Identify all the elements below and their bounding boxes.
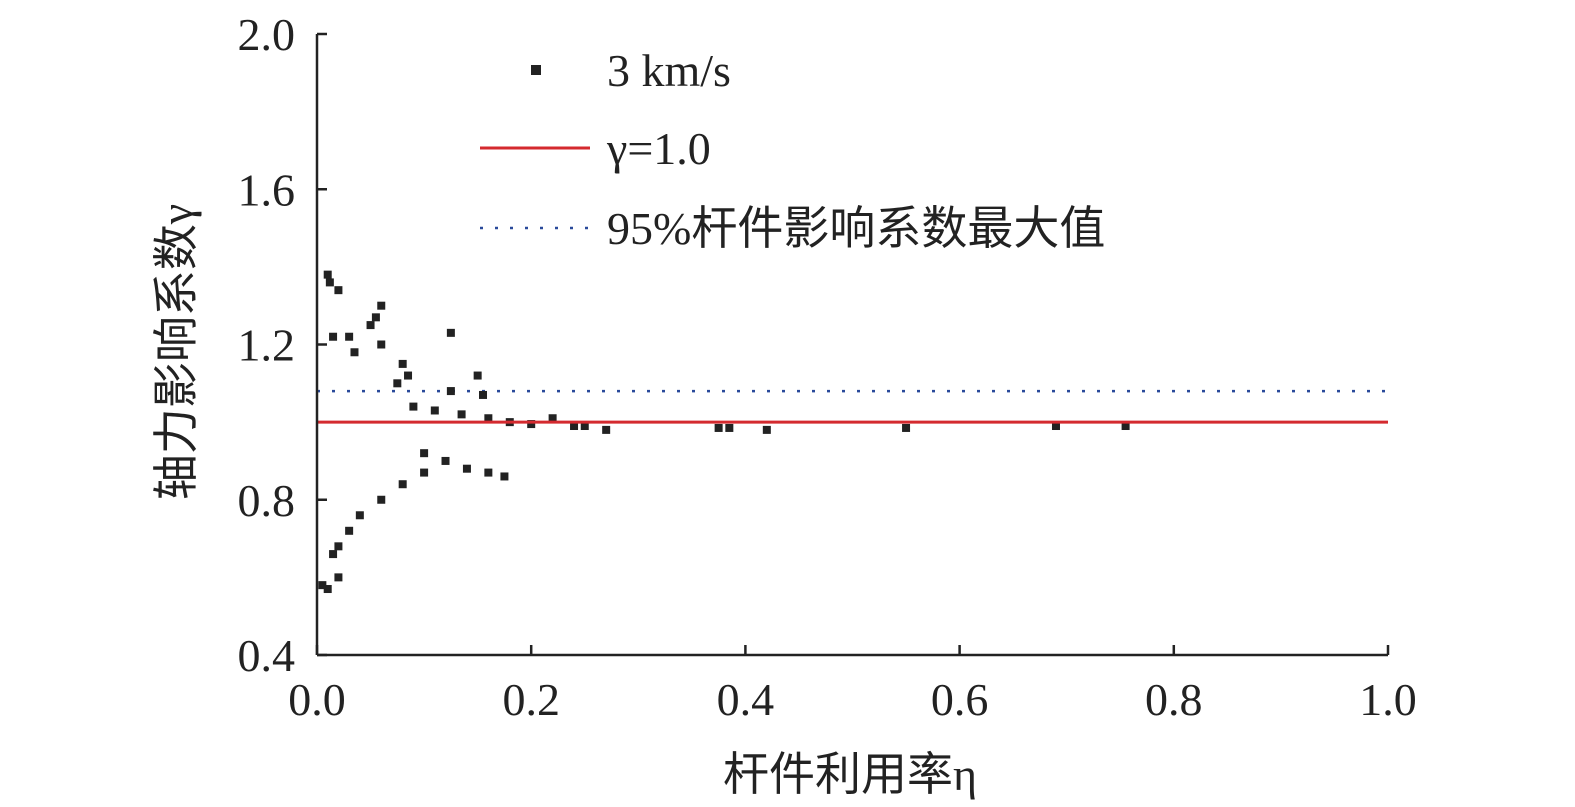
y-tick-label: 0.4 [238,630,296,681]
scatter-point [602,425,611,434]
scatter-point [404,371,413,380]
scatter-point [479,390,488,399]
y-tick-label: 0.8 [238,475,296,526]
scatter-point [345,332,354,341]
scatter-point [527,420,536,429]
scatter-point [377,301,386,310]
scatter-point [323,585,332,594]
scatter-point [1051,422,1060,431]
scatter-point [329,550,338,559]
scatter-point [409,402,418,411]
scatter-point [457,410,466,419]
scatter-point [580,422,589,431]
axes: 0.0 0.2 0.4 0.6 0.8 1.0 0.4 0.8 1.2 1.6 2.0 [238,9,1417,725]
scatter-point [334,286,343,295]
y-tick-label: 1.2 [238,320,296,371]
scatter-point [446,328,455,337]
scatter-point [462,464,471,473]
scatter-point [714,423,723,432]
x-tick-label: 0.8 [1145,674,1203,725]
scatter-point [355,511,364,520]
scatter-point [325,278,334,287]
scatter-point [902,423,911,432]
x-tick-label: 0.0 [288,674,346,725]
scatter-point [1121,422,1130,431]
legend-label: 3 km/s [607,45,731,96]
scatter-point [420,449,429,458]
scatter-point [377,340,386,349]
scatter-point [548,414,557,423]
scatter-point [398,359,407,368]
x-tick-label: 0.2 [502,674,560,725]
legend-marker-scatter [531,65,541,75]
scatter-point [393,379,402,388]
x-axis-label: 杆件利用率η [723,749,977,800]
scatter-point [329,332,338,341]
y-tick-label: 1.6 [238,164,296,215]
scatter-point [366,321,375,330]
scatter-point [473,371,482,380]
scatter-point [334,573,343,582]
scatter-point [446,387,455,396]
scatter-point [570,422,579,431]
x-tick-label: 0.4 [717,674,775,725]
legend-label: 95%杆件影响系数最大值 [607,203,1105,254]
scatter-point [484,468,493,477]
scatter-point [420,468,429,477]
x-tick-label: 1.0 [1359,674,1417,725]
x-tick-label: 0.6 [931,674,989,725]
scatter-point [441,456,450,465]
legend-label: γ=1.0 [606,123,711,174]
scatter-point [350,348,359,357]
scatter-point [323,270,332,279]
scatter-point [398,480,407,489]
scatter-point [500,472,509,481]
plot-area [317,270,1388,594]
scatter-point [725,423,734,432]
y-axis-label: 轴力影响系数γ [151,204,202,500]
scatter-point [484,414,493,423]
scatter-point [371,313,380,322]
y-tick-label: 2.0 [238,9,296,60]
scatter-point [334,542,343,551]
legend: 3 km/s γ=1.0 95%杆件影响系数最大值 [480,45,1105,254]
scatter-point [377,495,386,504]
scatter-point [430,406,439,415]
scatter-point [318,581,327,590]
scatter-point [762,425,771,434]
scatter-point [345,526,354,535]
